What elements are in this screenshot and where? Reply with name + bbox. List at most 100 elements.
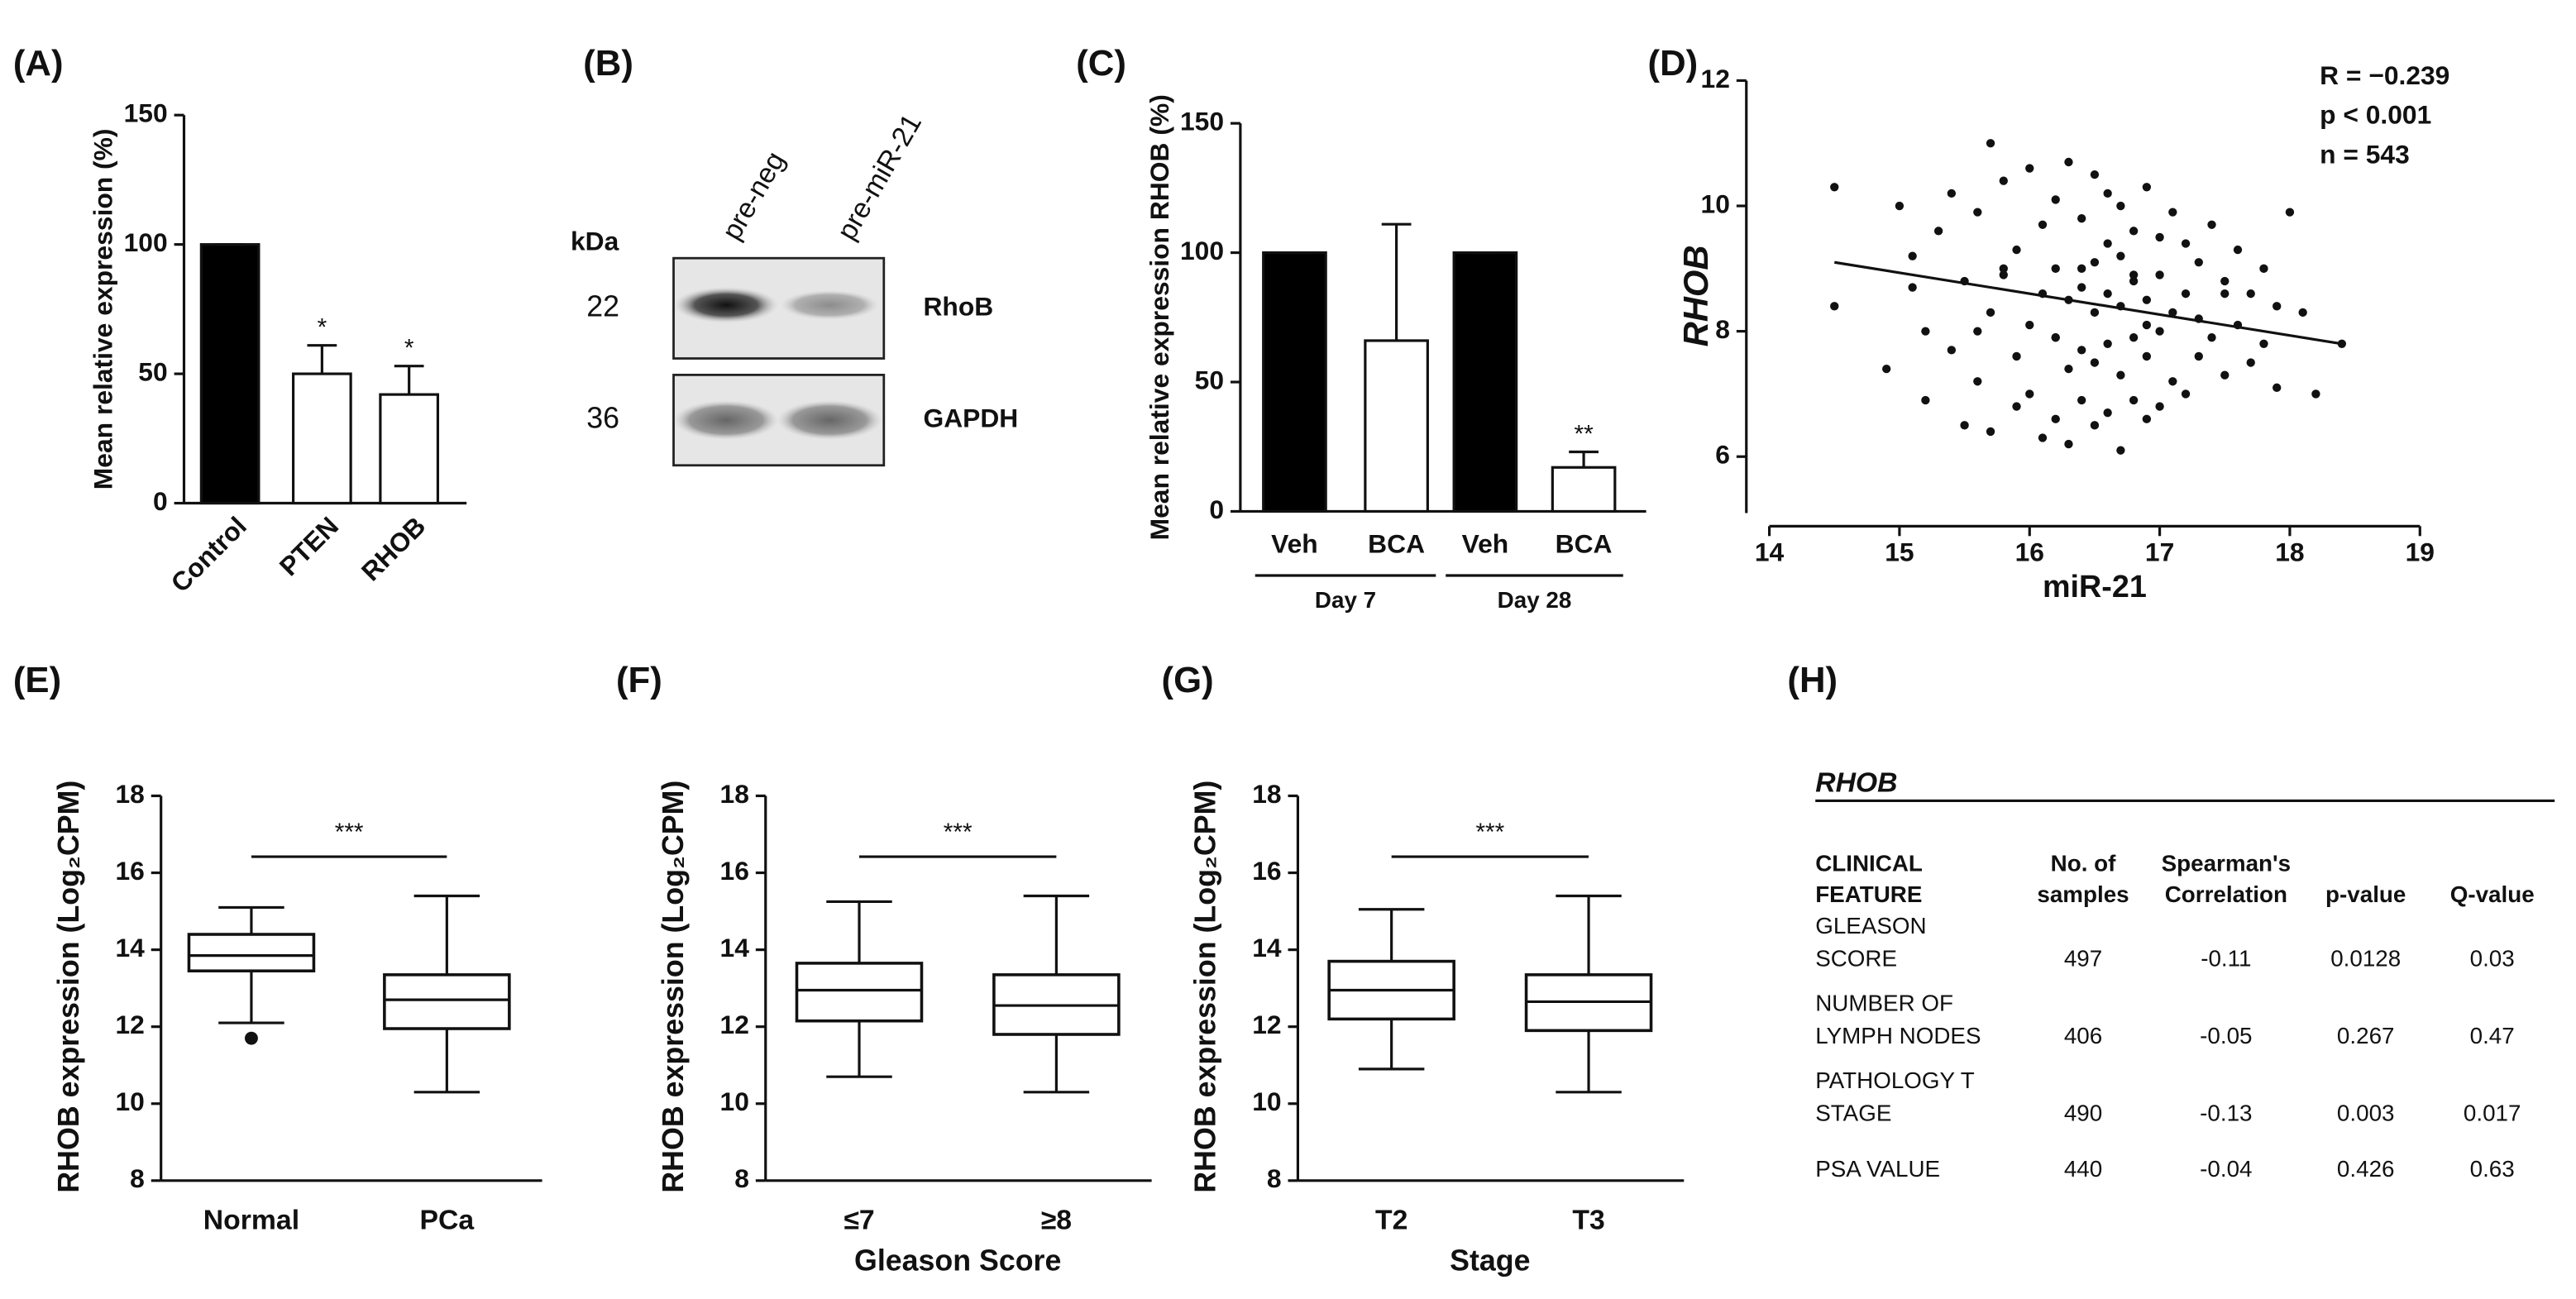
bar xyxy=(379,393,440,505)
point xyxy=(2168,377,2177,386)
column-header: p-value xyxy=(2325,881,2406,907)
column-header: FEATURE xyxy=(1815,881,1922,907)
x-tick-label: 18 xyxy=(2275,537,2304,567)
point xyxy=(2168,208,2177,217)
point xyxy=(2181,239,2191,248)
point xyxy=(2129,333,2139,342)
x-tick-label: ≥8 xyxy=(1041,1204,1072,1235)
y-tick-label: 12 xyxy=(1701,64,1730,93)
table-cell: 0.63 xyxy=(2470,1156,2515,1182)
point xyxy=(2273,383,2282,393)
table-cell: 490 xyxy=(2064,1101,2102,1126)
bar xyxy=(1551,466,1617,513)
panel-label: (D) xyxy=(1648,43,1699,84)
row-feature: PSA VALUE xyxy=(1815,1156,1940,1182)
blot-band xyxy=(673,400,779,440)
point xyxy=(1960,421,1969,430)
point xyxy=(2038,433,2048,442)
column-header: CLINICAL xyxy=(1815,850,1923,876)
x-tick-label: T2 xyxy=(1375,1204,1407,1235)
point xyxy=(1921,395,1930,405)
trendline xyxy=(1833,260,2343,346)
x-tick-label: RHOB xyxy=(356,511,432,587)
point xyxy=(2077,264,2086,274)
table-cell: -0.04 xyxy=(2200,1156,2252,1182)
x-tick-label: PCa xyxy=(420,1204,475,1235)
y-axis-label: Mean relative expression RHOB (%) xyxy=(1145,94,1174,540)
table-cell: -0.11 xyxy=(2201,946,2251,972)
point xyxy=(1908,251,1917,260)
band-size: 22 xyxy=(586,289,619,322)
y-axis-label: RHOB xyxy=(1676,245,1715,346)
x-tick-label: 16 xyxy=(2015,537,2044,567)
significance: ** xyxy=(1574,420,1594,447)
point xyxy=(1882,364,1891,374)
table-cell: 0.47 xyxy=(2470,1023,2515,1048)
point xyxy=(2285,208,2295,217)
box xyxy=(187,933,316,973)
point xyxy=(1999,176,2008,185)
point xyxy=(2090,170,2100,179)
y-tick-label: 18 xyxy=(1252,779,1281,809)
row-feature: GLEASON xyxy=(1815,913,1926,938)
panel-label: (F) xyxy=(616,660,662,700)
row-feature: PATHOLOGY T xyxy=(1815,1067,1975,1093)
point xyxy=(2129,270,2139,279)
x-tick-label: Control xyxy=(165,511,252,598)
y-axis-label: RHOB expression (Log₂CPM) xyxy=(1189,781,1222,1193)
y-tick-label: 10 xyxy=(115,1086,144,1116)
table-cell: 0.017 xyxy=(2464,1101,2521,1126)
panel-label: (E) xyxy=(13,660,61,700)
unit-label: kDa xyxy=(571,227,619,256)
x-tick-label: 19 xyxy=(2406,537,2435,567)
point xyxy=(1947,189,1957,198)
annotation: R = −0.239 xyxy=(2320,60,2449,90)
point xyxy=(2116,446,2125,455)
point xyxy=(2116,251,2125,260)
point xyxy=(2051,264,2060,274)
y-tick-label: 14 xyxy=(115,933,145,962)
point xyxy=(2155,270,2164,279)
point xyxy=(1973,208,1982,217)
row-feature: LYMPH NODES xyxy=(1815,1023,1981,1048)
row-feature: STAGE xyxy=(1815,1101,1891,1126)
x-axis-label: Gleason Score xyxy=(854,1244,1061,1278)
y-tick-label: 14 xyxy=(1252,933,1282,962)
point xyxy=(1830,183,1839,192)
blot-band xyxy=(780,289,879,320)
point xyxy=(2273,302,2282,311)
y-tick-label: 150 xyxy=(124,98,168,128)
point xyxy=(1973,327,1982,336)
point xyxy=(2116,370,2125,380)
x-tick-label: 17 xyxy=(2145,537,2174,567)
point xyxy=(2142,414,2152,423)
band-name: RhoB xyxy=(923,291,993,321)
point xyxy=(2129,395,2139,405)
point xyxy=(2103,408,2112,418)
group-label: Day 7 xyxy=(1315,587,1376,613)
point xyxy=(2025,164,2034,173)
x-tick-label: BCA xyxy=(1368,529,1425,559)
point xyxy=(2064,364,2073,374)
point xyxy=(1933,227,1943,236)
point xyxy=(1895,201,1905,211)
y-tick-label: 18 xyxy=(720,779,749,809)
bar xyxy=(1452,251,1518,513)
row-feature: SCORE xyxy=(1815,946,1897,972)
point xyxy=(2311,389,2320,399)
column-header: samples xyxy=(2037,881,2129,907)
y-tick-label: 150 xyxy=(1180,107,1224,136)
column-header: Q-value xyxy=(2450,881,2535,907)
point xyxy=(2025,389,2034,399)
table-cell: 440 xyxy=(2064,1156,2102,1182)
point xyxy=(2129,227,2139,236)
y-tick-label: 100 xyxy=(1180,236,1224,265)
point xyxy=(1830,302,1839,311)
x-tick-label: 14 xyxy=(1755,537,1785,567)
point xyxy=(2077,214,2086,223)
y-tick-label: 12 xyxy=(1252,1010,1281,1039)
point xyxy=(2077,283,2086,292)
table-cell: 0.03 xyxy=(2470,946,2515,972)
y-tick-label: 8 xyxy=(1715,314,1730,344)
blot-band xyxy=(777,400,882,440)
